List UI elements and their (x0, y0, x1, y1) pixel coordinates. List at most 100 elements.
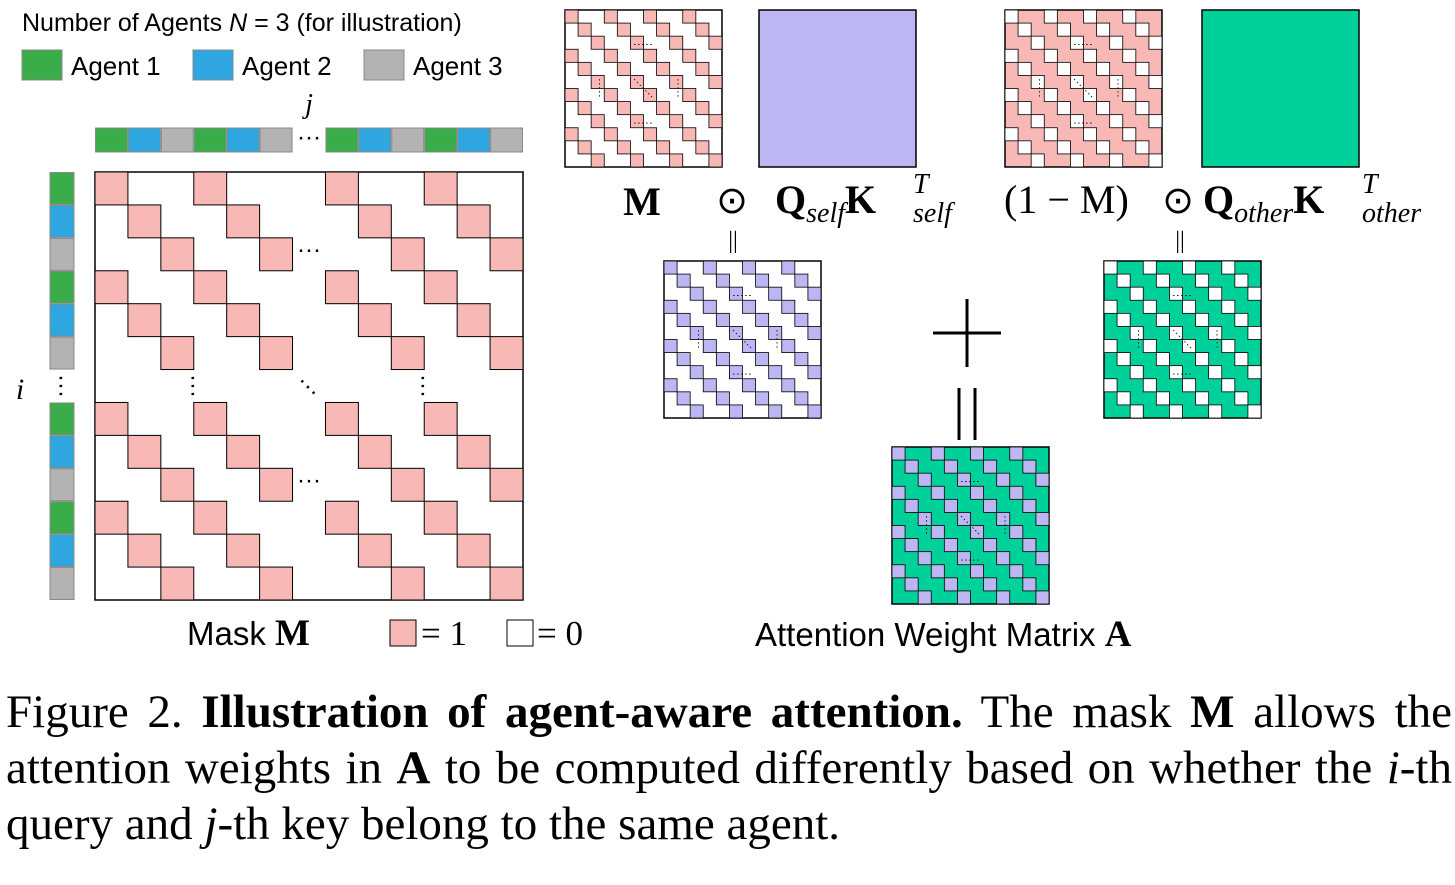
matrix-cell-same-agent (781, 299, 796, 314)
matrix-cell-same-agent (1009, 525, 1024, 539)
mask-cell (456, 434, 491, 469)
mask-column-ellipsis: ··· (180, 374, 207, 398)
legend-title: Number of Agents N = 3 (for illustration… (22, 9, 462, 37)
matrix-cell-same-agent (1247, 326, 1262, 340)
matrix-cell-same-agent (643, 48, 657, 63)
matrix-cell-same-agent (1096, 22, 1111, 37)
matrix-cell-same-agent (794, 312, 809, 327)
formula-q-other-sub: other (1234, 198, 1293, 229)
formula-odot-other: ⊙ (1162, 180, 1194, 222)
caption-part4: -th query and (6, 742, 1452, 850)
matrix-cell-same-agent (807, 404, 822, 419)
query-agent-cell (49, 204, 75, 238)
matrix-cell-same-agent (1234, 391, 1249, 406)
matrix-cell-same-agent (1043, 88, 1058, 102)
mask-zero-swatch (506, 619, 534, 647)
mask-label-symbol: M (275, 613, 310, 654)
mask-row-ellipsis: ··· (297, 467, 321, 494)
matrix-cell-same-agent (1116, 273, 1131, 288)
matrix-cell-same-agent (930, 525, 945, 539)
matrix-cell-same-agent (781, 339, 796, 353)
matrix-dots (960, 515, 981, 536)
matrix-cell-same-agent (742, 299, 756, 314)
matrix-cell-same-agent (1221, 378, 1236, 393)
matrix-cell-same-agent (1135, 61, 1150, 76)
matrix-cell-same-agent (1004, 88, 1019, 102)
matrix-cell-same-agent (689, 365, 704, 380)
matrix-cell-same-agent (676, 273, 691, 288)
matrix-cell-same-agent (1035, 551, 1050, 566)
matrix-cell-same-agent (1182, 339, 1196, 353)
matrix-cell-same-agent (1122, 127, 1137, 142)
matrix-cell-same-agent (630, 35, 644, 50)
mask-column-ellipsis: ··· (410, 374, 437, 398)
attention-weight-matrix (891, 446, 1050, 605)
mask-cell (390, 336, 425, 371)
key-agent-cell (95, 127, 128, 153)
matrix-cell-same-agent (768, 286, 783, 301)
matrix-cell-same-agent (1017, 61, 1032, 76)
matrix-cell-same-agent (577, 101, 592, 116)
matrix-cell-same-agent (768, 365, 783, 380)
matrix-cell-same-agent (917, 590, 932, 605)
query-agent-cell (49, 567, 75, 600)
matrix-cell-same-agent (656, 61, 671, 76)
matrix-cell-same-agent (676, 312, 691, 327)
key-agent-cell (127, 127, 161, 153)
mask-cell (357, 434, 392, 469)
query-agent-cell (49, 534, 75, 568)
matrix-cell-same-agent (1030, 75, 1045, 89)
matrix-cell-same-agent (1096, 101, 1111, 116)
key-agent-cell (259, 127, 293, 153)
matrix-cell-same-agent (702, 260, 717, 275)
axis-j-label: j (302, 89, 313, 120)
matrix-cell-same-agent (1116, 312, 1131, 327)
matrix-cell-same-agent (708, 153, 723, 168)
matrix-cell-same-agent (1148, 35, 1163, 50)
mask-matrix-panel: j ··· ··· i ········· ······ Mask M = 1 =… (16, 89, 583, 654)
matrix-cell-same-agent (676, 352, 691, 367)
matrix-dots (633, 78, 654, 99)
matrix-cell-same-agent (1208, 365, 1223, 380)
matrix-cell-same-agent (729, 404, 743, 419)
figure-caption: Figure 2. Illustration of agent-aware at… (6, 684, 1452, 852)
mask-cell (226, 434, 261, 469)
legend-swatch-agent-2 (192, 49, 234, 81)
matrix-cell-same-agent (695, 61, 710, 76)
matrix-cell-same-agent (943, 538, 958, 553)
query-agent-cell (49, 468, 75, 502)
matrix-cell-same-agent (1122, 48, 1137, 63)
matrix-cell-same-agent (1247, 404, 1262, 419)
query-agent-cell (49, 336, 75, 370)
mask-cell (160, 467, 195, 502)
legend-label-agent-1: Agent 1 (71, 51, 161, 81)
matrix-cell-same-agent (1043, 9, 1058, 24)
matrix-cell-same-agent (669, 35, 684, 50)
matrix-cell-same-agent (669, 114, 684, 129)
matrix-cell-same-agent (1035, 512, 1050, 526)
formula-q-self-sub: self (806, 198, 848, 229)
matrix-cell-same-agent (1195, 352, 1210, 367)
formula-row: M ⊙ QselfK T self (1 − M) ⊙ QotherK T ot… (623, 169, 1421, 254)
matrix-cell-same-agent (794, 273, 809, 288)
query-agent-cell (49, 303, 75, 337)
matrix-cell-same-agent (943, 459, 958, 474)
mask-cell (423, 171, 458, 206)
legend-title-suffix: = 3 (for illustration) (247, 9, 462, 37)
legend-title-prefix: Number of Agents (22, 9, 229, 37)
matrix-cell-same-agent (1129, 365, 1144, 380)
matrix-cell-same-agent (1155, 391, 1170, 406)
mask-cell (127, 533, 162, 568)
formula-odot-self: ⊙ (716, 180, 748, 222)
mask-cell (94, 171, 129, 206)
formula-q-other: Q (1203, 177, 1234, 222)
matrix-cell-same-agent (656, 22, 671, 37)
mask-cell (324, 401, 359, 436)
key-agent-cell (391, 127, 425, 153)
matrix-cell-same-agent (1142, 339, 1157, 353)
key-agent-cell (325, 127, 359, 153)
matrix-cell-same-agent (1035, 590, 1050, 605)
matrix-cell-same-agent (663, 339, 678, 353)
self-attention-matrix (758, 9, 917, 168)
matrix-cell-same-agent (1208, 326, 1223, 340)
